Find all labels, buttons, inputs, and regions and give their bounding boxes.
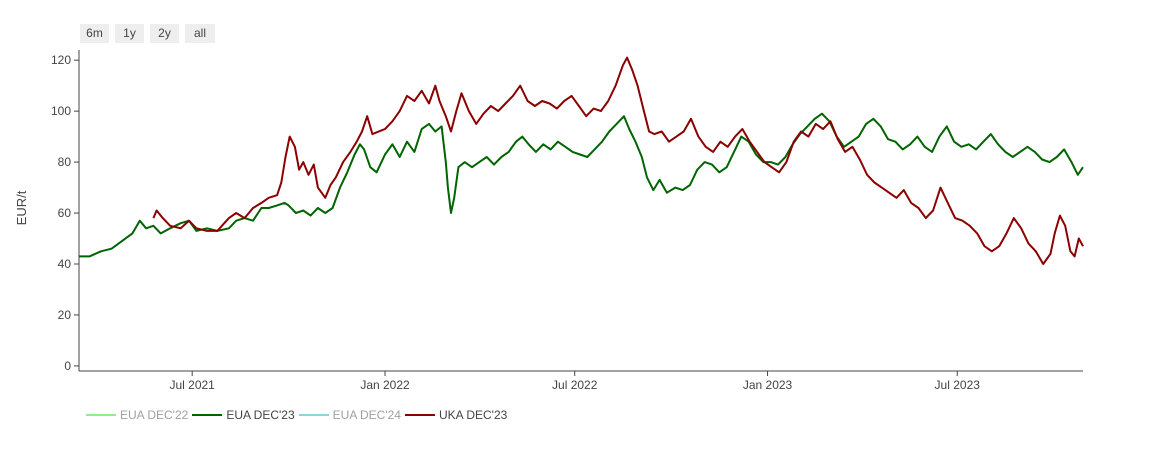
x-tick-label: Jan 2022 — [360, 378, 410, 392]
legend-item-uka-dec23[interactable]: UKA DEC'23 — [404, 408, 508, 422]
legend-item-eua-dec23[interactable]: EUA DEC'23 — [192, 408, 295, 422]
legend-label: EUA DEC'23 — [226, 408, 295, 422]
range-button-all[interactable]: all — [185, 24, 215, 43]
legend-swatch — [298, 414, 329, 416]
y-tick-label: 0 — [64, 359, 71, 373]
x-tick-label: Jul 2022 — [552, 378, 598, 392]
legend-swatch — [404, 414, 435, 416]
series-line-eua-dec-23 — [79, 112, 1084, 258]
x-tick-label: Jan 2023 — [743, 378, 793, 392]
y-tick-label: 60 — [58, 206, 72, 220]
y-tick-label: 120 — [51, 53, 71, 67]
range-button-6m[interactable]: 6m — [80, 24, 109, 43]
x-tick-label: Jul 2021 — [169, 378, 215, 392]
legend-swatch — [192, 414, 223, 416]
chart-axes: 0 20 40 60 80 100 120 Jul 2021 Jan 2022 Jul 2022 J… — [51, 50, 1083, 392]
legend-item-eua-dec22[interactable]: EUA DEC'22 — [86, 408, 188, 422]
legend-item-eua-dec24[interactable]: EUA DEC'24 — [298, 408, 401, 422]
range-selector: 6m 1y 2y all — [80, 24, 215, 43]
range-button-1y[interactable]: 1y — [115, 24, 144, 43]
y-tick-label: 20 — [58, 308, 72, 322]
series-line-uka-dec-23 — [152, 56, 1084, 265]
legend: EUA DEC'22 EUA DEC'23 EUA DEC'24 UKA DEC… — [86, 408, 507, 422]
plot-area — [79, 56, 1084, 265]
legend-label: UKA DEC'23 — [438, 408, 508, 422]
line-chart: 0 20 40 60 80 100 120 Jul 2021 Jan 2022 Jul 2022 J… — [14, 50, 1084, 392]
y-tick-label: 100 — [51, 104, 71, 118]
range-button-2y[interactable]: 2y — [150, 24, 179, 43]
x-tick-label: Jul 2023 — [935, 378, 981, 392]
legend-label: EUA DEC'24 — [332, 408, 401, 422]
legend-label: EUA DEC'22 — [120, 408, 189, 422]
y-axis-label: EUR/t — [14, 190, 29, 225]
y-tick-label: 80 — [58, 155, 72, 169]
legend-swatch — [86, 414, 116, 416]
y-tick-label: 40 — [58, 257, 72, 271]
